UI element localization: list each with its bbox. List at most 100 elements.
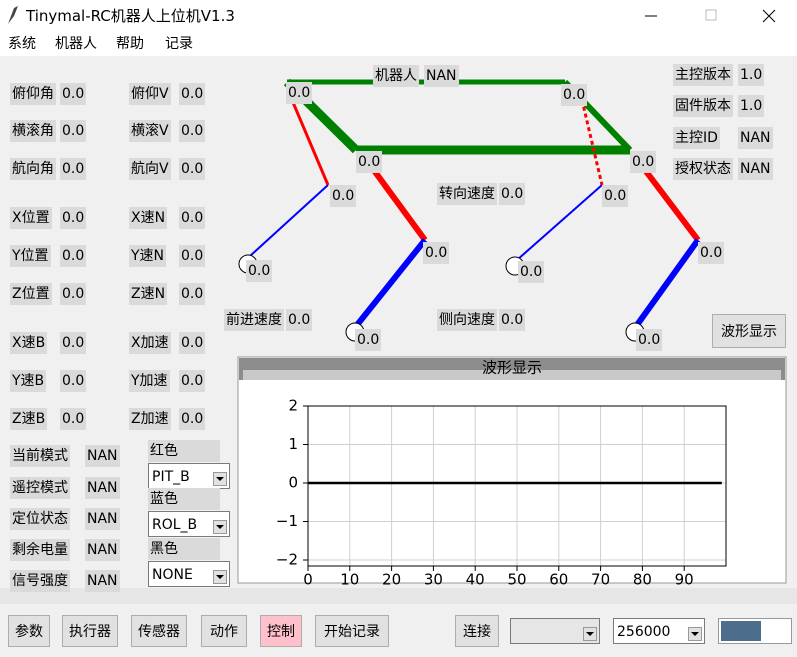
field-label: X加速: [129, 332, 171, 354]
field-label: Y速N: [129, 245, 167, 267]
field-value: 0.0: [179, 283, 206, 305]
menu-item[interactable]: 机器人: [55, 36, 97, 52]
info-value: 1.0: [738, 95, 765, 117]
toolbar-button[interactable]: 参数: [8, 615, 50, 647]
status-label: 信号强度: [10, 570, 70, 592]
x-tick-label: 90: [675, 571, 694, 589]
x-tick-label: 0: [303, 571, 313, 589]
info-label: 授权状态: [673, 158, 733, 180]
channel-select[interactable]: ROL_B: [148, 511, 230, 537]
field-value: 0.0: [179, 158, 206, 180]
slider-thumb[interactable]: [721, 621, 761, 641]
app-icon: [8, 6, 18, 24]
toolbar-button[interactable]: 控制: [260, 615, 302, 647]
menu-bar: [0, 32, 797, 56]
x-tick-label: 30: [424, 571, 443, 589]
joint-value: 0.0: [355, 329, 382, 351]
field-label: 航向V: [129, 158, 171, 180]
x-tick-label: 50: [507, 571, 526, 589]
x-tick-label: 10: [340, 571, 359, 589]
thigh: [580, 99, 604, 186]
dropdown-arrow[interactable]: [213, 570, 227, 584]
shank: [354, 238, 428, 327]
title-bar: [0, 0, 797, 32]
toolbar-select[interactable]: 256000: [613, 618, 705, 644]
toolbar-button[interactable]: 开始记录: [315, 615, 389, 647]
field-value: 0.0: [179, 83, 206, 105]
menu-item[interactable]: 帮助: [116, 36, 144, 52]
channel-select[interactable]: NONE: [148, 561, 230, 587]
thigh: [367, 163, 428, 242]
wave-plot: 波形显示 0 10 20 30 40 50 60 70 80 90 −2 −1 0 1 2: [276, 359, 727, 589]
field-label: 俯仰V: [129, 83, 171, 105]
dropdown-arrow[interactable]: [213, 520, 227, 534]
menu-item[interactable]: 系统: [8, 36, 36, 52]
toolbar-button[interactable]: 执行器: [62, 615, 118, 647]
field-label: X位置: [10, 207, 52, 229]
status-value: NAN: [85, 570, 120, 592]
field-value: 0.0: [60, 408, 87, 430]
joint-value: 0.0: [698, 242, 725, 264]
close-icon[interactable]: [762, 9, 776, 23]
toolbar-button[interactable]: 动作: [201, 615, 247, 647]
field-value: 0.0: [179, 332, 206, 354]
speed-label: 侧向速度: [437, 309, 497, 331]
status-value: NAN: [85, 477, 120, 499]
x-tick-label: 70: [591, 571, 610, 589]
info-label: 主控ID: [673, 127, 720, 149]
joint-value: 0.0: [423, 242, 450, 264]
channel-label: 红色: [148, 440, 220, 462]
maximize-icon[interactable]: [705, 9, 717, 21]
shank: [516, 184, 603, 261]
robot-value: NAN: [424, 65, 459, 87]
joint-value: 0.0: [518, 261, 545, 283]
channel-select[interactable]: PIT_B: [148, 463, 230, 489]
status-value: NAN: [85, 539, 120, 561]
y-tick-label: −1: [276, 512, 298, 530]
field-label: Z速N: [129, 283, 168, 305]
joint-value: 0.0: [330, 185, 357, 207]
dropdown-arrow[interactable]: [583, 627, 597, 641]
toolbar-select[interactable]: [510, 618, 600, 644]
field-label: 航向角: [10, 158, 56, 180]
wave-panel: [237, 356, 787, 584]
field-label: Y位置: [10, 245, 51, 267]
menu-item[interactable]: 记录: [165, 36, 193, 52]
channel-label: 黑色: [148, 538, 220, 560]
speed-value: 0.0: [286, 309, 313, 331]
info-value: 1.0: [738, 64, 765, 86]
status-label: 剩余电量: [10, 539, 70, 561]
field-label: Z加速: [129, 408, 171, 430]
y-tick-label: 2: [288, 397, 298, 415]
speed-label: 转向速度: [437, 183, 497, 205]
shank: [249, 184, 329, 257]
y-tick-label: 0: [288, 474, 298, 492]
toolbar-button[interactable]: 传感器: [131, 615, 187, 647]
y-tick-label: 1: [288, 435, 298, 453]
dropdown-arrow[interactable]: [213, 472, 227, 486]
info-value: NAN: [738, 127, 773, 149]
joint-value: 0.0: [246, 260, 273, 282]
field-value: 0.0: [179, 245, 206, 267]
field-label: Y加速: [129, 370, 170, 392]
wave-button[interactable]: 波形显示: [712, 314, 786, 348]
joint-value: 0.0: [636, 329, 663, 351]
wave-title: 波形显示: [482, 359, 542, 377]
speed-value: 0.0: [499, 309, 526, 331]
status-value: NAN: [85, 508, 120, 530]
x-tick-label: 20: [382, 571, 401, 589]
channel-label: 蓝色: [148, 488, 220, 510]
toolbar-button[interactable]: 连接: [455, 615, 499, 647]
joint-value: 0.0: [561, 84, 588, 106]
info-value: NAN: [738, 158, 773, 180]
slider[interactable]: [718, 618, 792, 644]
status-label: 定位状态: [10, 508, 70, 530]
x-tick-label: 80: [633, 571, 652, 589]
field-value: 0.0: [179, 207, 206, 229]
x-tick-label: 60: [549, 571, 568, 589]
dropdown-arrow[interactable]: [688, 627, 702, 641]
field-label: Z速B: [10, 408, 48, 430]
field-value: 0.0: [60, 120, 87, 142]
field-value: 0.0: [60, 283, 87, 305]
shank: [634, 238, 701, 327]
